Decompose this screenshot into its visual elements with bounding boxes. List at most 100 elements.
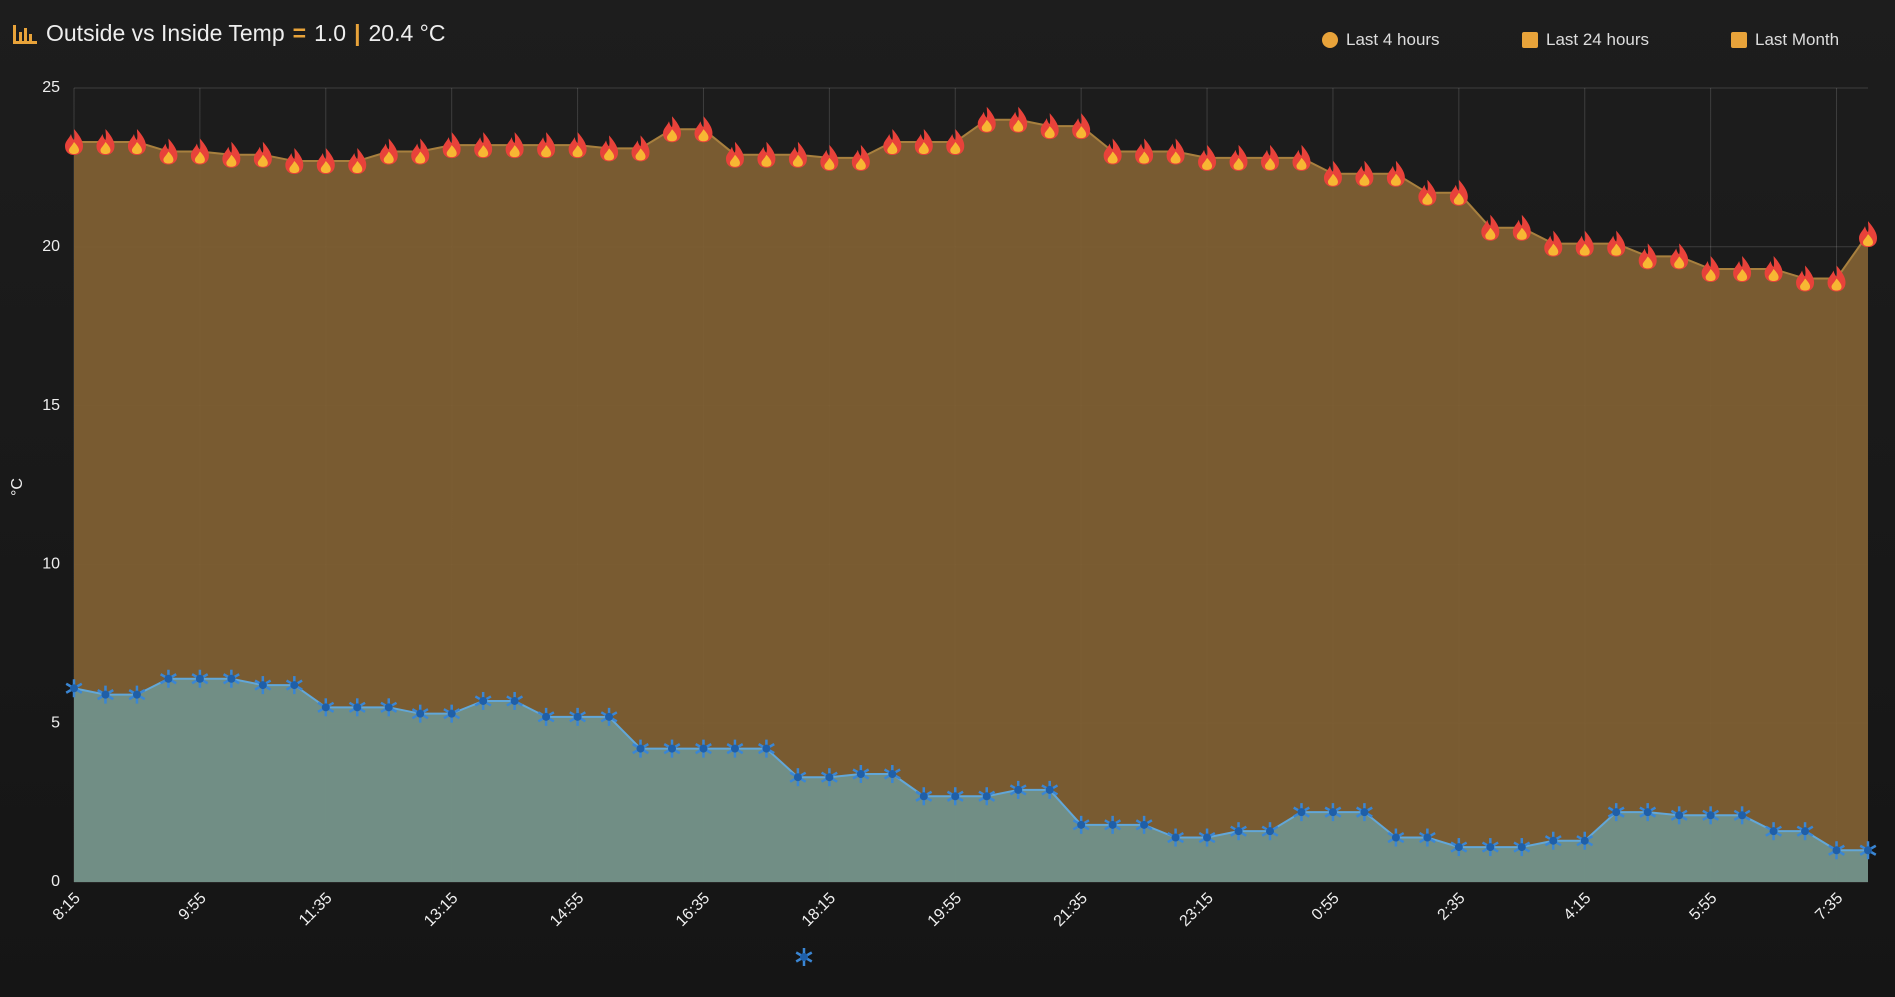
x-tick-label: 2:35: [1435, 890, 1469, 924]
snowflake-marker: [1576, 831, 1594, 850]
snowflake-marker: [1859, 841, 1877, 860]
y-tick-label: 0: [51, 873, 60, 890]
flame-inner: [1202, 157, 1213, 170]
snowflake-core: [1360, 808, 1369, 817]
snowflake-core: [290, 681, 299, 690]
title: Outside vs Inside Temp: [46, 20, 285, 46]
snowflake-marker: [695, 739, 712, 758]
flame-marker: [1040, 113, 1059, 140]
flame-inner: [1579, 243, 1590, 256]
snowflake-marker: [1513, 838, 1531, 857]
snowflake-core: [1266, 827, 1274, 836]
flame-inner: [1076, 126, 1087, 139]
flame-inner: [1359, 173, 1370, 186]
snowflake-core: [1234, 827, 1243, 836]
snowflake-marker: [1670, 806, 1688, 825]
snowflake-marker: [915, 787, 933, 806]
line: [74, 118, 1869, 280]
flame-inner: [1013, 119, 1024, 132]
y-tick-label: 15: [42, 397, 60, 414]
snowflake-core: [730, 744, 739, 753]
flame-marker: [1229, 144, 1248, 171]
button[interactable]: Last 4 hours: [1322, 30, 1440, 50]
snowflake-core: [1108, 820, 1117, 829]
snowflake-marker: [795, 948, 813, 966]
flame-marker: [631, 135, 650, 162]
snowflake-marker: [1765, 822, 1782, 841]
snowflake-marker: [569, 707, 586, 726]
flame-inner: [1642, 256, 1653, 269]
flame-inner: [887, 141, 898, 154]
flame-marker: [1449, 179, 1468, 206]
snowflake-core: [195, 674, 204, 683]
snowflake-marker: [1544, 831, 1562, 850]
snowflake-core: [856, 770, 865, 779]
flame-marker: [1607, 230, 1626, 257]
y-axis-label: °C: [9, 478, 26, 496]
snowflake-marker: [1607, 803, 1625, 822]
flame-marker: [411, 138, 430, 165]
x-tick-label: 11:35: [296, 890, 336, 930]
flame-marker: [442, 132, 461, 159]
flame-marker: [600, 135, 619, 162]
snowflake-marker: [1450, 838, 1468, 857]
snowflake-marker: [254, 676, 272, 695]
snowflake-core: [447, 709, 456, 718]
button[interactable]: Last 24 hours: [1522, 30, 1649, 50]
y-tick-label: 5: [51, 714, 60, 731]
flame-inner: [1705, 269, 1716, 282]
snowflake-marker: [160, 669, 177, 688]
flame-marker: [505, 132, 524, 159]
flame-inner: [226, 154, 237, 167]
snowflake-core: [1045, 785, 1054, 794]
flame-marker: [1103, 138, 1122, 165]
flame-inner: [1265, 157, 1275, 170]
snowflake-core: [1517, 843, 1526, 852]
flame-inner: [1548, 243, 1559, 256]
snowflake-core: [1738, 811, 1747, 820]
button-label: Last 24 hours: [1546, 30, 1650, 49]
flame-inner: [100, 141, 111, 154]
button-label: Last 4 hours: [1346, 30, 1440, 49]
snowflake-marker: [317, 698, 335, 717]
snowflake-marker: [852, 765, 870, 784]
flame-marker: [537, 132, 556, 159]
snowflake-marker: [65, 679, 83, 698]
flame-marker: [914, 128, 933, 155]
snowflake-core: [258, 681, 267, 690]
flame-inner: [1422, 192, 1433, 205]
flame-inner: [1390, 173, 1401, 186]
flame-marker: [190, 138, 209, 165]
flame-marker: [1670, 243, 1689, 270]
flame-inner: [1296, 157, 1307, 170]
flame-inner: [194, 151, 205, 164]
snowflake-core: [1864, 846, 1872, 855]
flame-marker: [1827, 265, 1846, 292]
snowflake-core: [919, 792, 928, 801]
snowflake-core: [1643, 808, 1652, 817]
flame-marker: [788, 141, 807, 168]
flame-marker: [725, 141, 744, 168]
snowflake-core: [762, 744, 771, 753]
flame-marker: [1638, 243, 1657, 270]
snowflake-core: [951, 792, 960, 801]
y-tick-label: 20: [42, 238, 60, 255]
snowflake-core: [982, 792, 991, 801]
flame-inner: [1674, 256, 1685, 269]
flame-marker: [1701, 256, 1720, 283]
snowflake-core: [825, 773, 834, 782]
y-tick-label: 25: [42, 79, 60, 96]
snowflake-marker: [632, 739, 649, 758]
snowflake-core: [1580, 836, 1589, 845]
flame-marker: [1198, 144, 1217, 171]
x-tick-label: 5:55: [1686, 890, 1720, 924]
button[interactable]: Last Month: [1731, 30, 1839, 50]
snowflake-marker: [663, 739, 681, 758]
snowflake-marker: [1702, 806, 1720, 825]
snowflake-marker: [758, 739, 775, 758]
snowflake-marker: [726, 739, 744, 758]
flame-marker: [1072, 113, 1091, 140]
flame-marker: [65, 128, 83, 155]
snowflake-core: [132, 690, 141, 699]
snowflake-marker: [1167, 828, 1184, 847]
